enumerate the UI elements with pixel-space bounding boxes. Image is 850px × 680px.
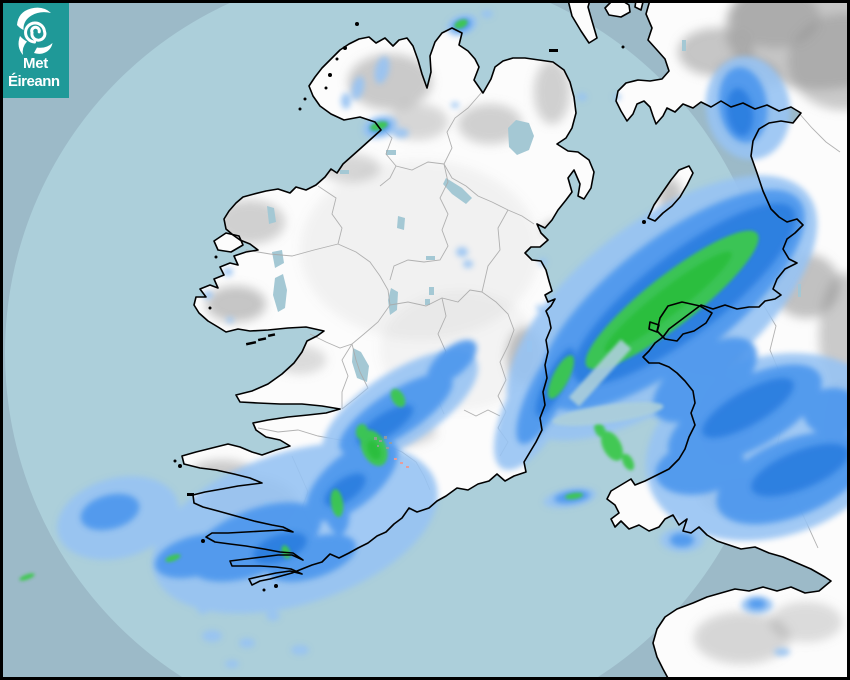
road-marks [394, 458, 409, 468]
radar-artifacts [552, 339, 664, 426]
met-eireann-logo: Met Éireann [3, 3, 69, 98]
lakes [264, 40, 801, 506]
logo-text-met: Met [23, 55, 48, 72]
clutter-speckle [374, 436, 392, 449]
hurricane-swirl-icon [17, 7, 53, 55]
lough-neagh [508, 120, 534, 155]
logo-text-eireann: Éireann [8, 73, 60, 90]
islets [173, 22, 646, 592]
